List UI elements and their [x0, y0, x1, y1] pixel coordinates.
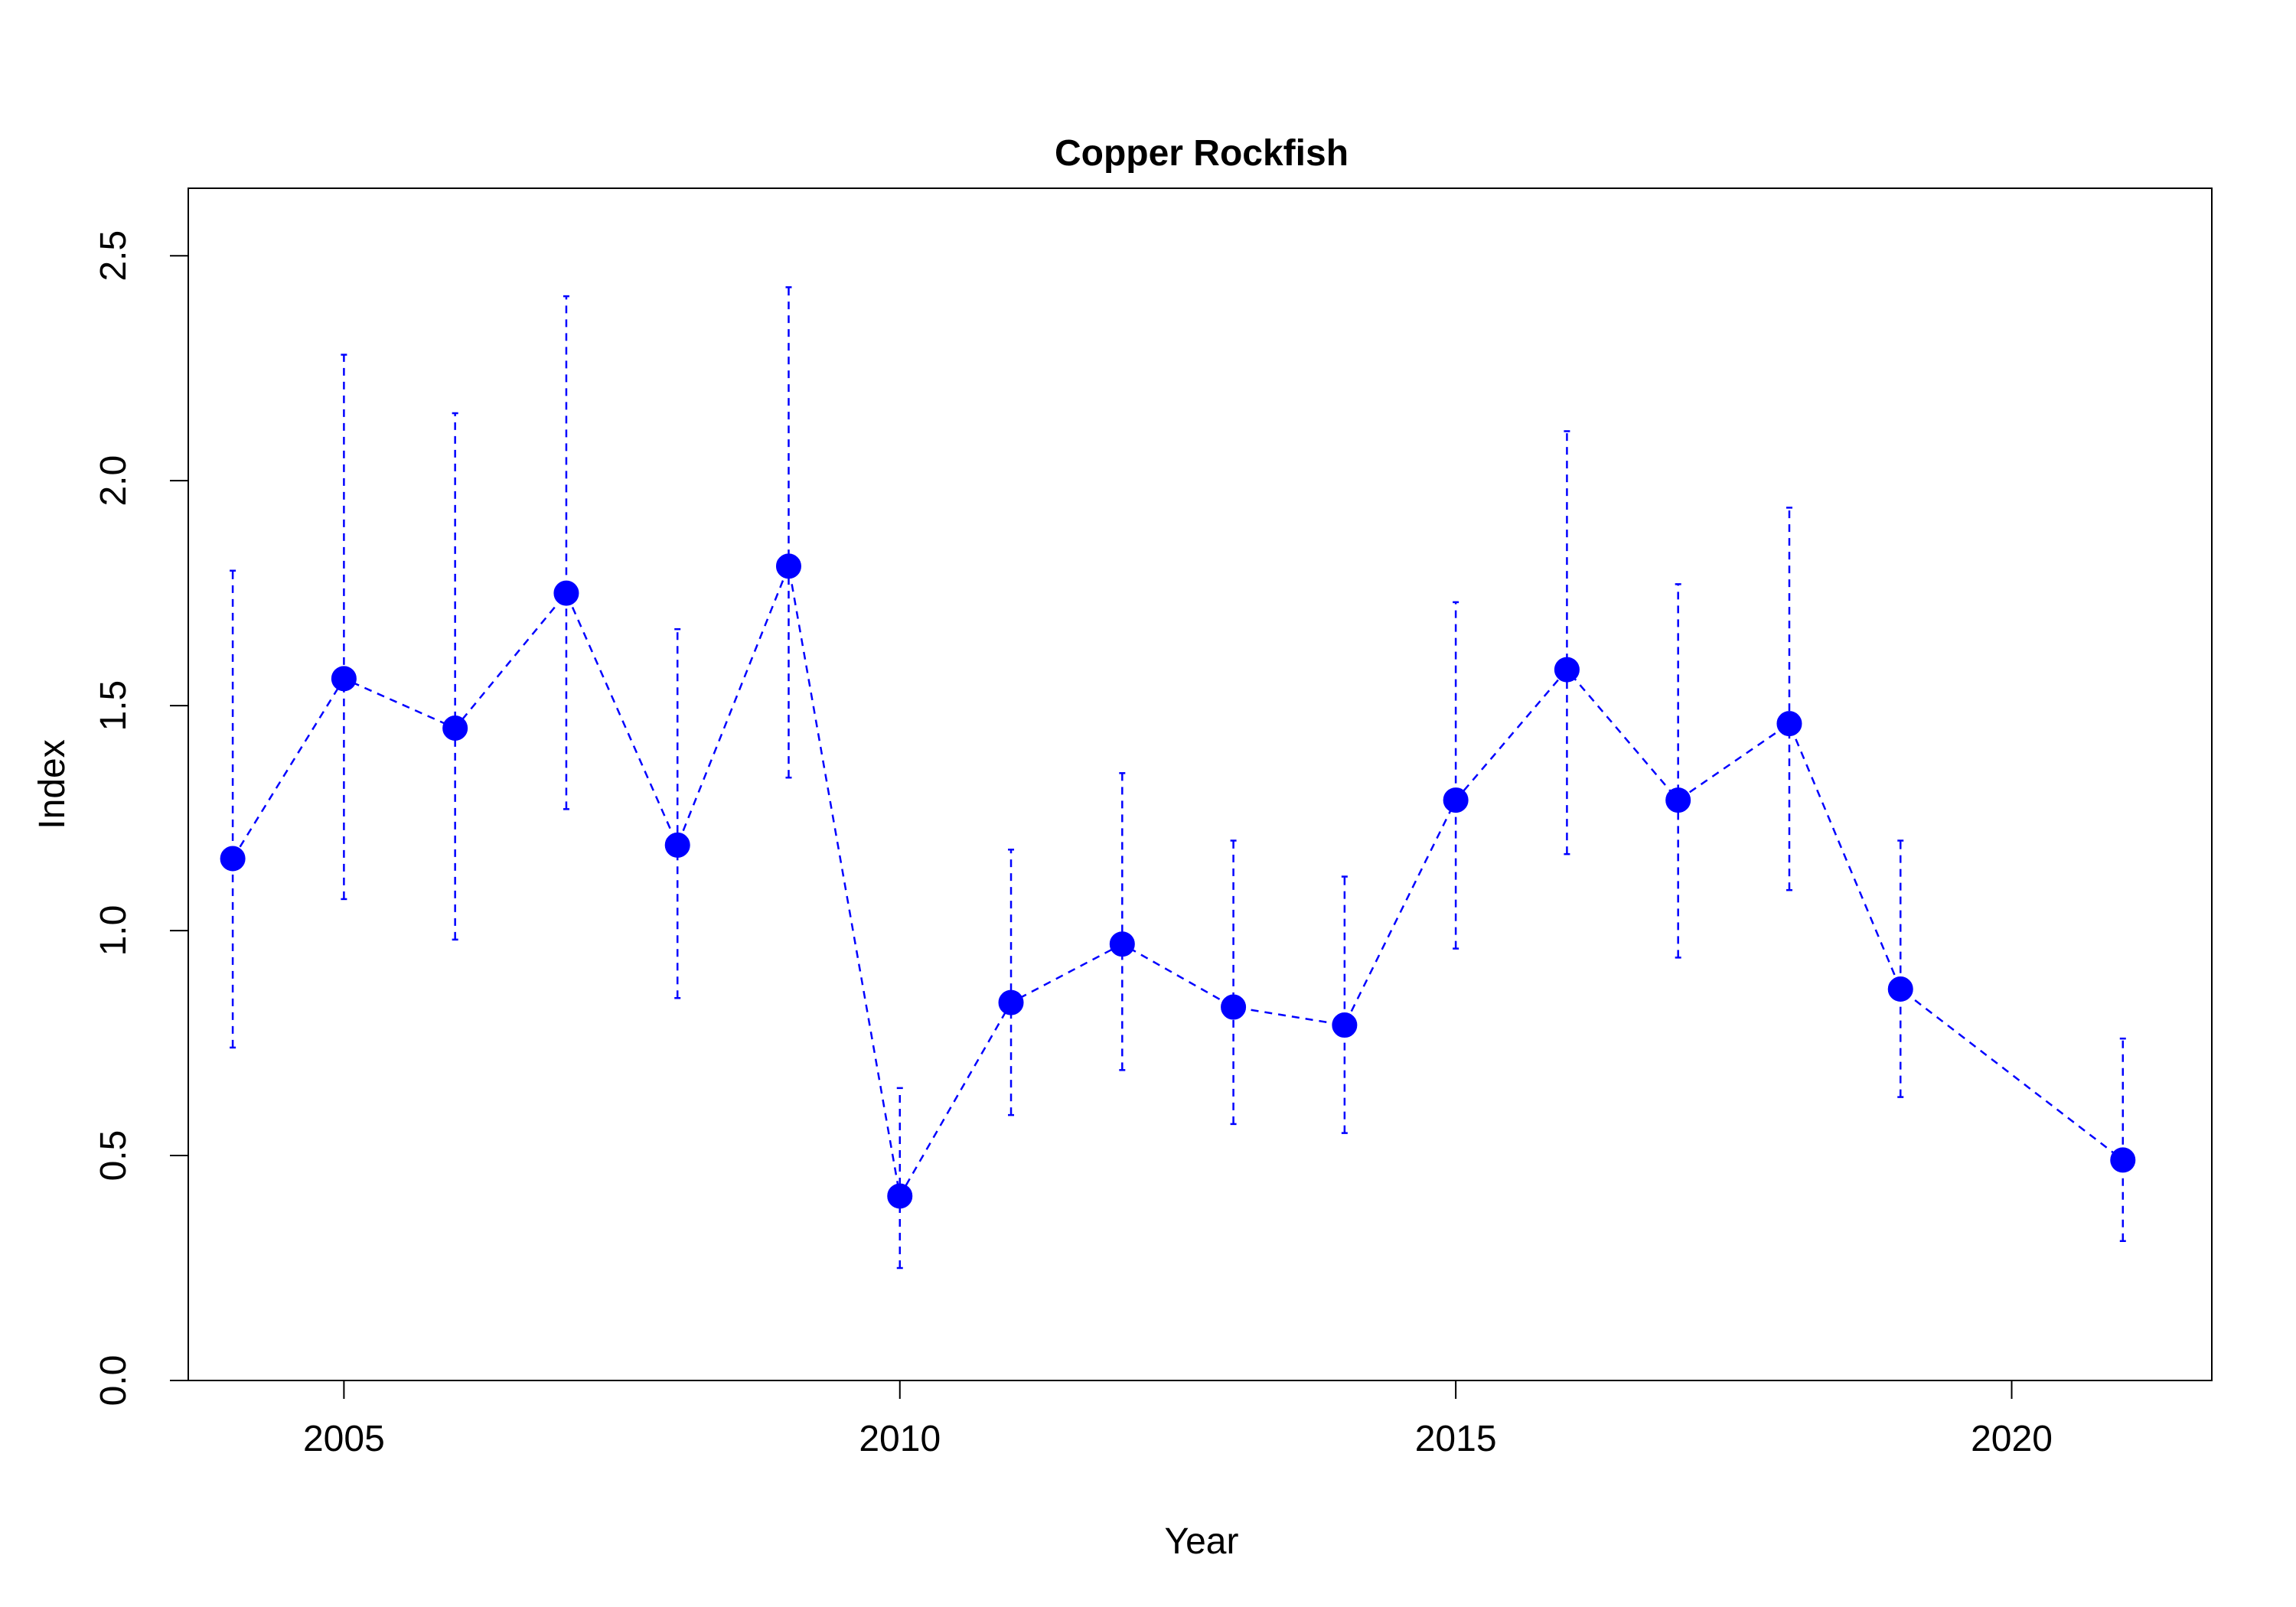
data-point — [2110, 1147, 2136, 1173]
x-axis-label: Year — [1165, 1521, 1239, 1562]
data-point — [553, 580, 579, 606]
y-tick-label: 0.0 — [93, 1355, 134, 1407]
data-point — [1443, 787, 1469, 813]
series-layer — [220, 286, 2136, 1270]
x-tick-label: 2020 — [1971, 1419, 2053, 1459]
data-point — [1776, 711, 1802, 737]
data-point — [442, 715, 468, 742]
data-point — [887, 1183, 913, 1209]
x-tick-label: 2005 — [303, 1419, 385, 1459]
data-point — [1221, 994, 1247, 1020]
x-axis: 2005 2010 2015 2020 — [303, 1380, 2053, 1459]
y-tick-label: 0.5 — [93, 1130, 134, 1182]
data-point — [1665, 787, 1691, 813]
data-point — [998, 989, 1024, 1015]
data-point — [220, 846, 246, 872]
x-tick-label: 2010 — [859, 1419, 941, 1459]
data-point — [1109, 931, 1135, 957]
y-tick-label: 1.0 — [93, 905, 134, 957]
data-point — [664, 832, 690, 858]
chart-title: Copper Rockfish — [1055, 133, 1349, 174]
data-point — [775, 553, 801, 579]
x-tick-label: 2015 — [1415, 1419, 1497, 1459]
data-point — [331, 666, 357, 692]
data-point — [1554, 657, 1580, 683]
y-tick-label: 2.0 — [93, 455, 134, 507]
data-point — [1887, 976, 1913, 1002]
y-axis: 0.0 0.5 1.0 1.5 2.0 2.5 — [93, 230, 189, 1407]
y-tick-label: 1.5 — [93, 680, 134, 732]
y-axis-label: Index — [32, 739, 73, 829]
y-tick-label: 2.5 — [93, 230, 134, 282]
data-point — [1332, 1012, 1358, 1038]
